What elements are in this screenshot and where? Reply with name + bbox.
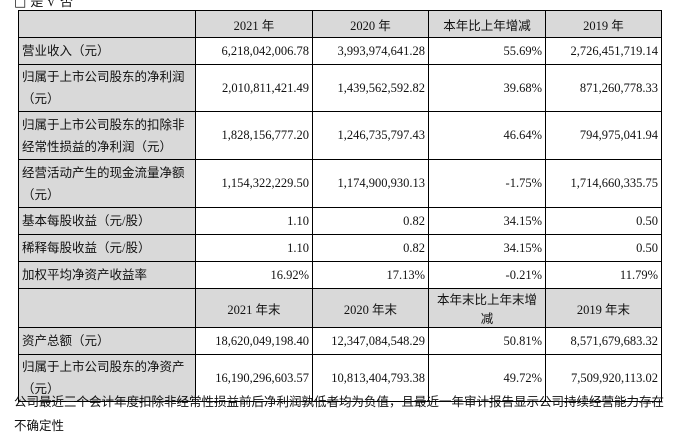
row-label: 加权平均净资产收益率 [18, 261, 196, 289]
value-cell: 17.13% [312, 261, 429, 289]
value-cell: 1.10 [195, 234, 313, 262]
value-cell: 39.68% [428, 64, 546, 112]
value-cell: 3,993,974,641.28 [312, 37, 429, 65]
footnote: 公司最近三个会计年度扣除非经常性损益前后净利润孰低者均为负值，且最近一年审计报告… [14, 394, 665, 433]
value-cell: 55.69% [428, 37, 546, 65]
value-cell: 1,828,156,777.20 [195, 111, 313, 160]
value-cell: 0.82 [312, 234, 429, 262]
value-cell: 871,260,778.33 [545, 64, 662, 112]
value-cell: 11.79% [545, 261, 662, 289]
value-cell: 2,010,811,421.49 [195, 64, 313, 112]
value-cell: 34.15% [428, 207, 546, 235]
key-financials-table: 2021 年 2020 年本年比上年增减 2019 年营业收入（元） 6,218,04… [18, 10, 662, 402]
column-header: 2021 年末 [195, 288, 313, 328]
column-header [18, 288, 196, 328]
column-header: 2021 年 [195, 10, 313, 38]
row-label: 归属于上市公司股东的扣除非经常性损益的净利润（元） [18, 111, 196, 160]
row-label: 归属于上市公司股东的净利润（元） [18, 64, 196, 112]
value-cell: 0.82 [312, 207, 429, 235]
header-row: 2021 年 2020 年本年比上年增减 2019 年 [18, 10, 662, 38]
table-row: 经营活动产生的现金流量净额（元） 1,154,322,229.50 1,174,90… [18, 159, 662, 208]
column-header [18, 10, 196, 38]
value-cell: 1,174,900,930.13 [312, 159, 429, 208]
value-cell: 0.50 [545, 234, 662, 262]
value-cell: 50.81% [428, 327, 546, 355]
yes-no-option: □ 是 √ 否 [14, 0, 73, 10]
value-cell: 1,246,735,797.43 [312, 111, 429, 160]
value-cell: 2,726,451,719.14 [545, 37, 662, 65]
value-cell: 49.72% [428, 354, 546, 402]
value-cell: 6,218,042,006.78 [195, 37, 313, 65]
value-cell: 1,154,322,229.50 [195, 159, 313, 208]
table-row: 基本每股收益（元/股） 1.10 0.82 34.15% 0.50 [18, 207, 662, 235]
table-row: 加权平均净资产收益率 16.92% 17.13% -0.21% 11.79% [18, 261, 662, 289]
value-cell: 1,439,562,592.82 [312, 64, 429, 112]
value-cell: 7,509,920,113.02 [545, 354, 662, 402]
value-cell: -1.75% [428, 159, 546, 208]
value-cell: 0.50 [545, 207, 662, 235]
value-cell: 794,975,041.94 [545, 111, 662, 160]
row-label: 归属于上市公司股东的净资产（元） [18, 354, 196, 402]
table-row: 归属于上市公司股东的扣除非经常性损益的净利润（元） 1,828,156,777.2… [18, 111, 662, 160]
column-header: 本年末比上年末增减 [428, 288, 546, 328]
value-cell: 16.92% [195, 261, 313, 289]
table-row: 归属于上市公司股东的净资产（元） 16,190,296,603.57 10,813,… [18, 354, 662, 402]
column-header: 2020 年末 [312, 288, 429, 328]
column-header: 2019 年 [545, 10, 662, 38]
table-row: 资产总额（元） 18,620,049,198.40 12,347,084,548.2… [18, 327, 662, 355]
table-row: 归属于上市公司股东的净利润（元） 2,010,811,421.49 1,439,56… [18, 64, 662, 112]
table-row: 营业收入（元） 6,218,042,006.78 3,993,974,641.28 5… [18, 37, 662, 65]
table-row: 稀释每股收益（元/股） 1.10 0.82 34.15% 0.50 [18, 234, 662, 262]
header-row: 2021 年末 2020 年末 本年末比上年末增减 2019 年末 [18, 288, 662, 328]
value-cell: 34.15% [428, 234, 546, 262]
row-label: 稀释每股收益（元/股） [18, 234, 196, 262]
column-header: 2019 年末 [545, 288, 662, 328]
row-label: 基本每股收益（元/股） [18, 207, 196, 235]
value-cell: 46.64% [428, 111, 546, 160]
column-header: 2020 年 [312, 10, 429, 38]
value-cell: 8,571,679,683.32 [545, 327, 662, 355]
value-cell: 10,813,404,793.38 [312, 354, 429, 402]
value-cell: 1,714,660,335.75 [545, 159, 662, 208]
row-label: 营业收入（元） [18, 37, 196, 65]
row-label: 资产总额（元） [18, 327, 196, 355]
value-cell: -0.21% [428, 261, 546, 289]
value-cell: 18,620,049,198.40 [195, 327, 313, 355]
column-header: 本年比上年增减 [428, 10, 546, 38]
value-cell: 1.10 [195, 207, 313, 235]
value-cell: 12,347,084,548.29 [312, 327, 429, 355]
row-label: 经营活动产生的现金流量净额（元） [18, 159, 196, 208]
